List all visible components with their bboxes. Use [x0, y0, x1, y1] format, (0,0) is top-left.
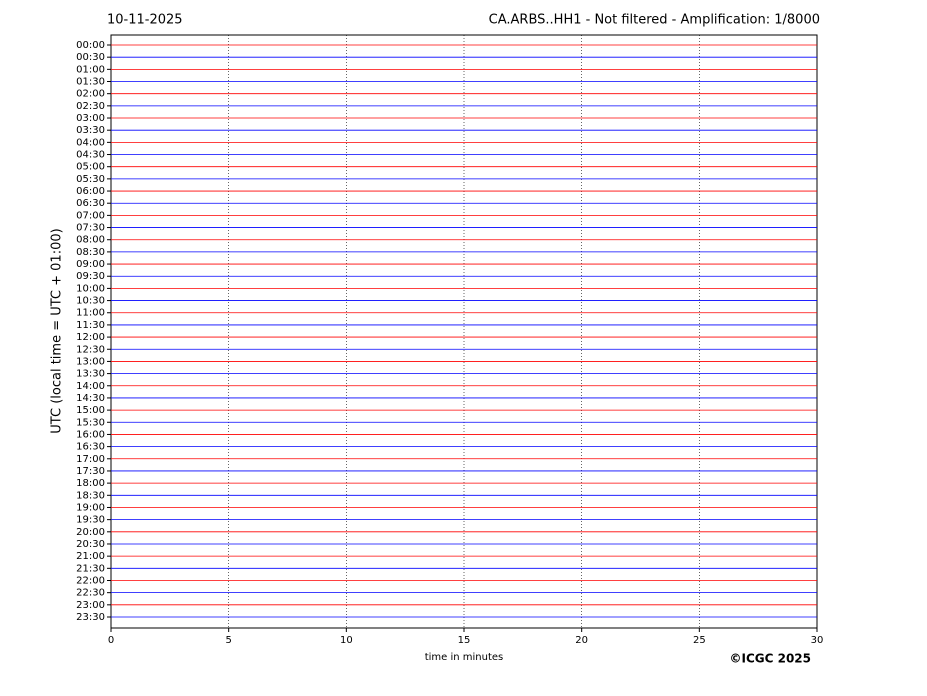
- y-tick-label: 14:00: [76, 381, 105, 392]
- y-tick-label: 23:30: [76, 612, 105, 623]
- y-tick-label: 06:00: [76, 186, 105, 197]
- x-tick-label: 20: [575, 635, 588, 646]
- y-tick-label: 11:30: [76, 320, 105, 331]
- y-tick-label: 03:30: [76, 125, 105, 136]
- y-tick-label: 01:00: [76, 64, 105, 75]
- y-tick-label: 08:30: [76, 247, 105, 258]
- y-tick-label: 06:30: [76, 198, 105, 209]
- y-tick-label: 20:30: [76, 539, 105, 550]
- y-tick-label: 16:30: [76, 442, 105, 453]
- x-tick-label: 5: [225, 635, 231, 646]
- date-title: 10-11-2025: [107, 13, 183, 28]
- y-tick-label: 08:00: [76, 235, 105, 246]
- y-tick-label: 17:30: [76, 466, 105, 477]
- y-tick-label: 09:00: [76, 259, 105, 270]
- y-tick-label: 05:30: [76, 174, 105, 185]
- y-tick-label: 22:30: [76, 588, 105, 599]
- y-tick-label: 17:00: [76, 454, 105, 465]
- y-tick-label: 13:00: [76, 356, 105, 367]
- x-tick-label: 0: [108, 635, 114, 646]
- y-tick-label: 10:30: [76, 296, 105, 307]
- y-tick-label: 21:30: [76, 563, 105, 574]
- y-axis-label: UTC (local time = UTC + 01:00): [50, 228, 65, 433]
- y-tick-label: 12:30: [76, 344, 105, 355]
- y-tick-label: 15:30: [76, 417, 105, 428]
- y-tick-label: 21:00: [76, 551, 105, 562]
- y-tick-label: 05:00: [76, 162, 105, 173]
- y-tick-label: 11:00: [76, 308, 105, 319]
- y-tick-label: 16:00: [76, 429, 105, 440]
- y-tick-label: 01:30: [76, 77, 105, 88]
- x-tick-label: 15: [458, 635, 471, 646]
- y-tick-label: 19:00: [76, 502, 105, 513]
- x-axis-label: time in minutes: [425, 652, 504, 663]
- y-tick-label: 00:00: [76, 40, 105, 51]
- y-tick-label: 22:00: [76, 575, 105, 586]
- y-tick-label: 19:30: [76, 515, 105, 526]
- y-tick-label: 03:00: [76, 113, 105, 124]
- y-tick-label: 15:00: [76, 405, 105, 416]
- y-tick-label: 04:00: [76, 137, 105, 148]
- y-tick-label: 18:30: [76, 490, 105, 501]
- credit: ©ICGC 2025: [729, 652, 811, 666]
- y-tick-label: 02:30: [76, 101, 105, 112]
- chart-title: CA.ARBS..HH1 - Not filtered - Amplificat…: [489, 13, 820, 28]
- y-tick-label: 14:30: [76, 393, 105, 404]
- y-tick-label: 07:30: [76, 223, 105, 234]
- x-tick-label: 10: [340, 635, 353, 646]
- x-tick-label: 30: [811, 635, 824, 646]
- y-tick-label: 07:00: [76, 210, 105, 221]
- y-tick-label: 12:00: [76, 332, 105, 343]
- y-tick-label: 04:30: [76, 150, 105, 161]
- y-tick-label: 02:00: [76, 89, 105, 100]
- y-tick-label: 18:00: [76, 478, 105, 489]
- x-tick-label: 25: [693, 635, 706, 646]
- y-tick-label: 20:00: [76, 527, 105, 538]
- y-tick-label: 13:30: [76, 369, 105, 380]
- y-tick-label: 09:30: [76, 271, 105, 282]
- y-tick-label: 00:30: [76, 52, 105, 63]
- y-tick-label: 10:00: [76, 283, 105, 294]
- y-tick-label: 23:00: [76, 600, 105, 611]
